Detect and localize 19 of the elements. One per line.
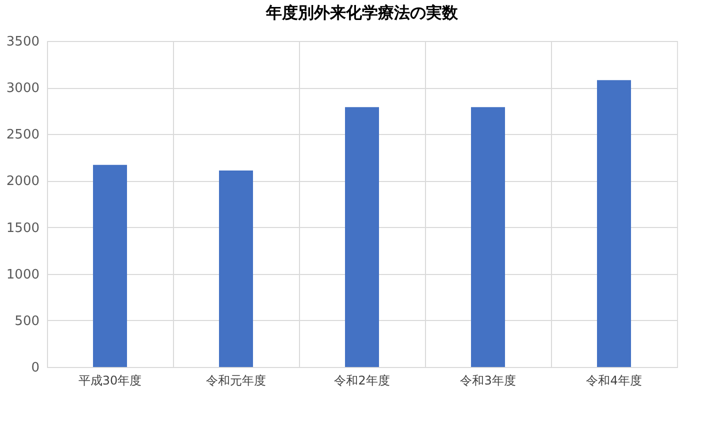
bar: [345, 107, 379, 367]
bar: [597, 80, 631, 367]
y-tick-label: 0: [31, 360, 40, 376]
y-tick-label: 3500: [6, 34, 40, 50]
y-tick-label: 1000: [6, 267, 40, 282]
x-tick-label: 令和4年度: [586, 374, 642, 388]
y-tick-label: 1500: [6, 220, 40, 236]
chart-title: 年度別外来化学療法の実数: [265, 3, 459, 22]
bar: [93, 164, 127, 367]
x-tick-label: 令和3年度: [460, 374, 516, 388]
x-tick-label: 令和元年度: [206, 374, 266, 388]
y-tick-label: 500: [14, 314, 40, 329]
x-tick-label: 平成30年度: [78, 374, 142, 388]
y-tick-label: 2000: [6, 174, 40, 190]
bar: [471, 107, 505, 367]
y-tick-label: 3000: [6, 81, 40, 96]
bar: [219, 170, 253, 367]
y-tick-label: 2500: [6, 128, 40, 143]
x-tick-label: 令和2年度: [334, 374, 390, 388]
